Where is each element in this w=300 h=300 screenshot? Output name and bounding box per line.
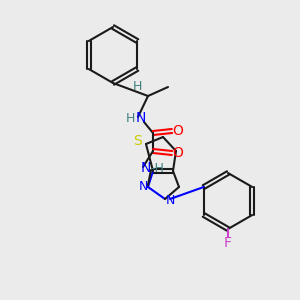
Text: N: N <box>138 181 148 194</box>
Text: O: O <box>172 124 183 138</box>
Text: H: H <box>132 80 142 94</box>
Text: N: N <box>136 111 146 125</box>
Text: N: N <box>141 161 151 175</box>
Text: O: O <box>172 146 183 160</box>
Text: F: F <box>224 236 232 250</box>
Text: S: S <box>133 134 141 148</box>
Text: -H: -H <box>150 161 164 175</box>
Text: N: N <box>165 194 175 208</box>
Text: H: H <box>125 112 135 124</box>
